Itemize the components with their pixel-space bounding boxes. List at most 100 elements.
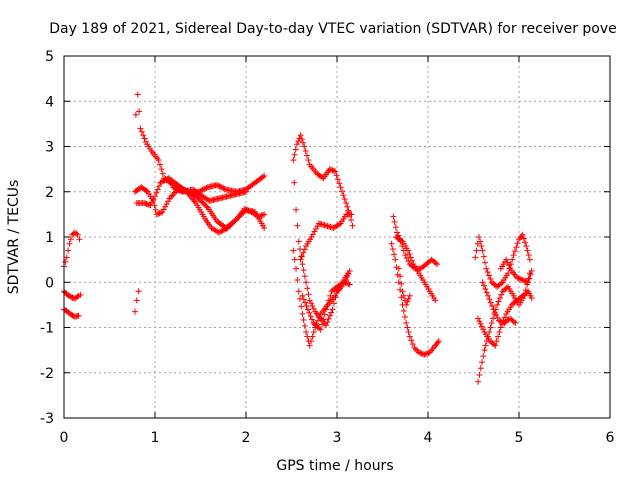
data-point [419, 351, 425, 357]
data-point [306, 310, 312, 316]
chart-title: Day 189 of 2021, Sidereal Day-to-day VTE… [49, 21, 617, 37]
x-tick-label: 0 [60, 430, 69, 446]
data-point [402, 314, 408, 320]
data-point [339, 188, 345, 194]
data-point [296, 239, 302, 245]
y-tick-label: 4 [45, 94, 54, 110]
data-point [343, 200, 349, 206]
data-point [301, 296, 307, 302]
data-point [489, 303, 495, 309]
data-point [410, 341, 416, 347]
x-tick-label: 1 [151, 430, 160, 446]
data-point [304, 303, 310, 309]
data-point [298, 303, 304, 309]
data-point [310, 231, 316, 237]
data-point [164, 201, 170, 207]
data-point [481, 254, 487, 260]
data-point [523, 243, 529, 249]
y-tick-label: 0 [45, 275, 54, 291]
y-tick-labels: -3-2-1012345 [40, 49, 54, 427]
data-point [392, 219, 398, 225]
data-point [62, 259, 68, 265]
y-tick-label: 2 [45, 185, 54, 201]
data-point [509, 257, 515, 263]
data-point [294, 223, 300, 229]
x-tick-label: 5 [515, 430, 524, 446]
data-point [342, 196, 348, 202]
data-point [406, 329, 412, 335]
data-point [494, 302, 500, 308]
data-point [478, 321, 484, 327]
data-point [498, 292, 504, 298]
data-point [511, 252, 517, 258]
data-point [169, 193, 175, 199]
data-point [482, 260, 488, 266]
data-point [526, 252, 532, 258]
y-axis-label: SDTVAR / TECUs [6, 180, 22, 295]
x-tick-label: 2 [242, 430, 251, 446]
data-point [413, 346, 419, 352]
data-point [161, 206, 167, 212]
data-point [329, 306, 335, 312]
data-point [401, 308, 407, 314]
data-point [160, 171, 166, 177]
data-point [308, 300, 314, 306]
data-point [299, 311, 305, 317]
data-point [157, 210, 163, 216]
data-point [137, 125, 143, 131]
data-point [303, 148, 309, 154]
data-point [394, 229, 400, 235]
data-point [481, 283, 487, 289]
data-point [301, 144, 307, 150]
data-point [66, 241, 72, 247]
data-point [390, 214, 396, 220]
data-point [480, 279, 486, 285]
data-point [73, 231, 79, 237]
data-point [328, 310, 334, 316]
data-point [307, 343, 313, 349]
data-point [484, 289, 490, 295]
data-point [153, 190, 159, 196]
x-axis-label: GPS time / hours [276, 458, 393, 474]
data-point [293, 147, 299, 153]
data-point [479, 359, 485, 365]
data-point [489, 320, 495, 326]
data-point [344, 204, 350, 210]
data-point [496, 329, 502, 335]
data-point [403, 320, 409, 326]
grid [64, 56, 610, 418]
data-point [65, 248, 71, 254]
x-tick-label: 6 [606, 430, 615, 446]
data-point [476, 372, 482, 378]
data-point [485, 269, 491, 275]
x-tick-labels: 0123456 [60, 430, 615, 446]
data-point [411, 345, 417, 351]
data-point [486, 272, 492, 278]
y-tick-label: 1 [45, 230, 54, 246]
data-point [162, 204, 168, 210]
data-point [167, 196, 173, 202]
data-point [311, 306, 317, 312]
data-point [424, 351, 430, 357]
data-point [474, 248, 480, 254]
data-point [476, 234, 482, 240]
data-point [136, 288, 142, 294]
data-point [308, 313, 314, 319]
data-point [311, 329, 317, 335]
data-point [403, 302, 409, 308]
data-point [408, 337, 414, 343]
data-point [512, 248, 518, 254]
y-tick-label: 3 [45, 140, 54, 156]
data-point [495, 334, 501, 340]
data-point [135, 91, 141, 97]
data-point [301, 267, 307, 273]
y-tick-label: -2 [40, 366, 54, 382]
data-point [513, 244, 519, 250]
data-point [290, 157, 296, 163]
data-point [524, 248, 530, 254]
data-point [64, 254, 70, 260]
data-point [309, 317, 315, 323]
data-point [305, 157, 311, 163]
data-point [487, 276, 493, 282]
data-point [132, 309, 138, 315]
